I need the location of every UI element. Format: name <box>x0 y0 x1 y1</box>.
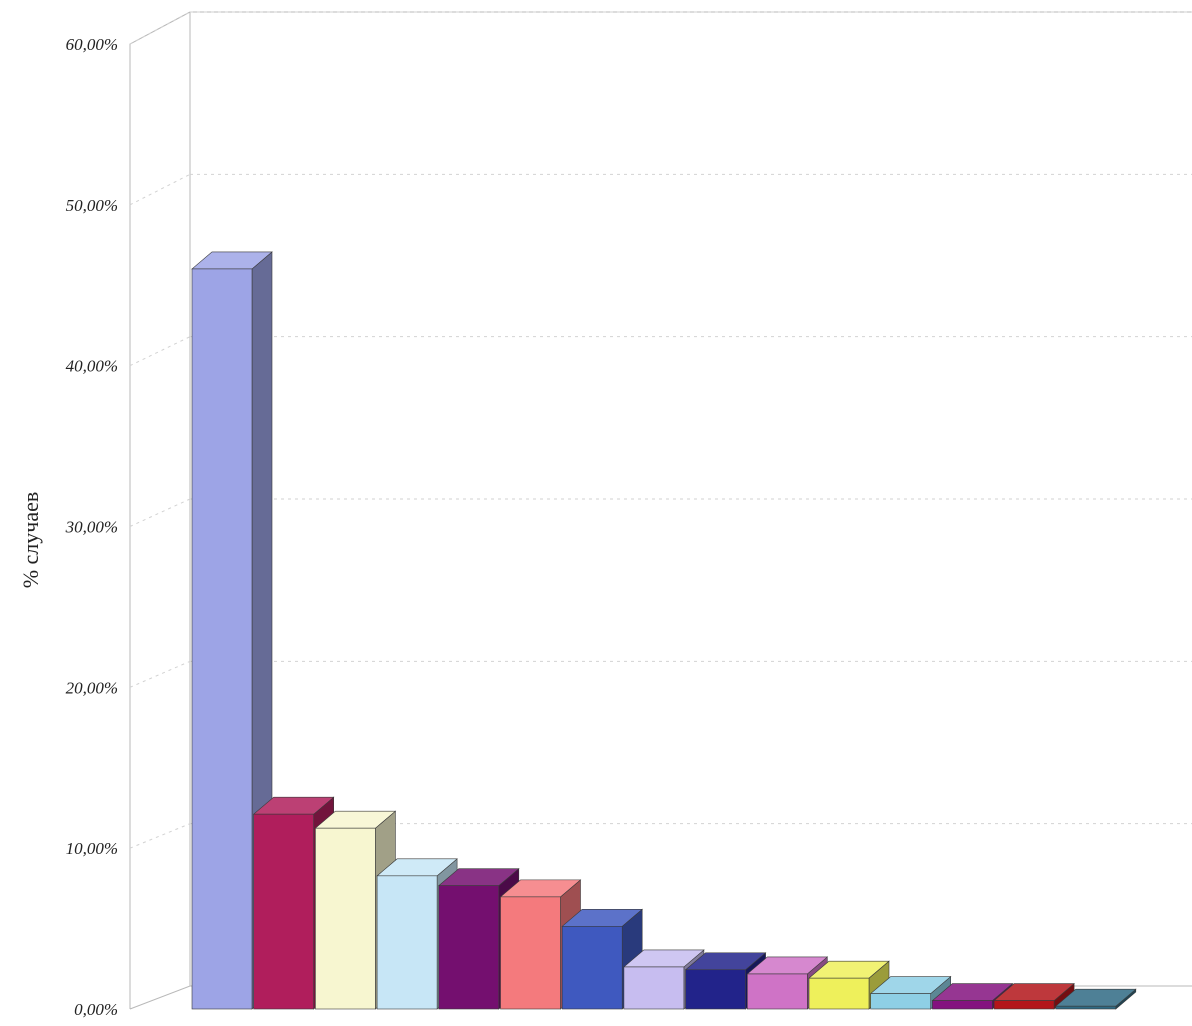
bar-front-face <box>315 827 376 1010</box>
bar-front-face <box>1055 1005 1117 1010</box>
side-wall-edge <box>129 11 191 1009</box>
gridline-side <box>129 11 191 45</box>
bar <box>623 949 705 1010</box>
bar-front-face <box>808 977 870 1010</box>
y-tick-label: 30,00% <box>65 518 118 537</box>
y-tick-label: 60,00% <box>66 35 118 54</box>
gridlines <box>129 11 1192 849</box>
bar-front-face <box>191 268 253 1010</box>
bar-front-face <box>623 966 685 1010</box>
y-tick-label: 0,00% <box>74 1000 118 1019</box>
bar <box>1054 988 1137 1010</box>
bar-front-face <box>993 1000 1055 1010</box>
gridline-side <box>129 660 191 688</box>
y-tick-label: 20,00% <box>66 678 118 697</box>
y-tick-label: 50,00% <box>66 196 118 215</box>
bar <box>993 982 1075 1010</box>
y-tick-label: 40,00% <box>66 357 118 376</box>
bar <box>808 960 890 1010</box>
gridline-side <box>129 173 191 206</box>
y-tick-label: 10,00% <box>66 839 118 858</box>
gridline-side <box>129 823 191 849</box>
bar-front-face <box>376 875 438 1010</box>
gridline-side <box>129 336 191 367</box>
bars <box>191 251 1137 1010</box>
bar-front-face <box>500 896 561 1010</box>
y-axis-ticks: 0,00% 10,00% 20,00% 30,00% 40,00% 50,00% 60,00… <box>65 35 118 1019</box>
bar-front-face <box>438 885 500 1010</box>
bar-front-face <box>253 813 314 1010</box>
bar <box>191 251 273 1010</box>
y-axis-title: % случаев <box>18 492 43 589</box>
bar-front-face <box>746 973 808 1010</box>
bar-front-face <box>870 993 932 1010</box>
bar-front-face <box>561 926 623 1010</box>
bar-front-face <box>932 1000 993 1010</box>
gridline-side <box>129 498 191 527</box>
bar-front-face <box>685 969 746 1010</box>
